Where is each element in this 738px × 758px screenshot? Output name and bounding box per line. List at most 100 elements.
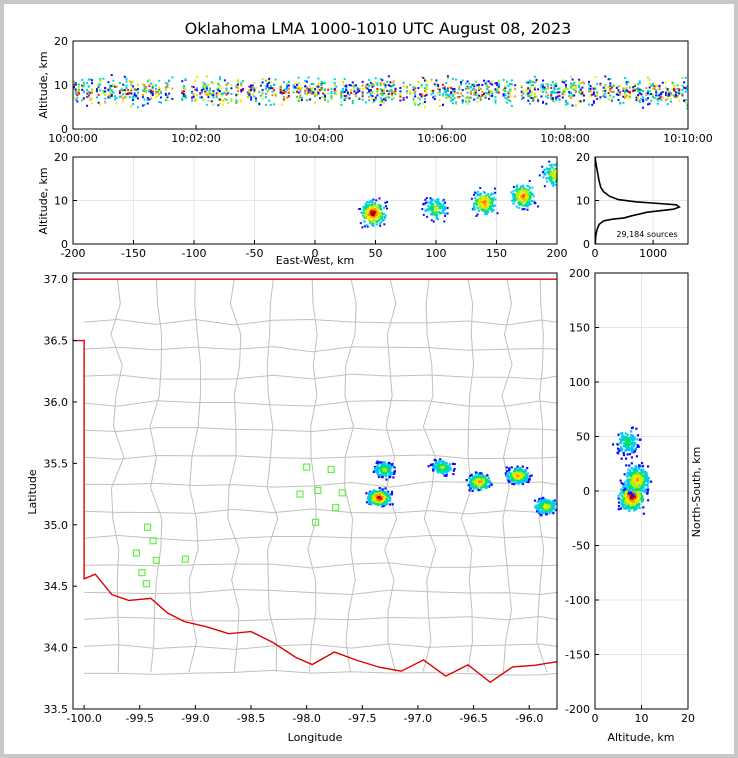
time-height-point [574, 104, 577, 107]
time-height-point [610, 98, 613, 101]
time-height-point [164, 99, 167, 102]
time-height-point [118, 81, 121, 84]
time-height-point [569, 75, 572, 78]
time-height-point [609, 86, 612, 89]
east-west-point [369, 222, 372, 225]
east-west-point [375, 206, 378, 209]
time-height-point [466, 85, 469, 88]
east-west-point [486, 206, 489, 209]
time-height-point [273, 86, 276, 89]
east-west-point [474, 191, 477, 194]
time-height-point [253, 90, 256, 93]
plan-view-point [517, 475, 521, 478]
time-height-point [227, 82, 230, 85]
time-height-point [223, 91, 226, 94]
time-height-point [622, 101, 625, 104]
time-height-point [569, 91, 572, 94]
plan-view-point [485, 480, 488, 483]
north-south-point [630, 434, 633, 437]
time-height-point [317, 82, 320, 85]
east-west-point [538, 174, 541, 177]
north-south-point [633, 470, 636, 473]
time-height-point [125, 84, 128, 87]
time-height-point [505, 80, 508, 83]
north-south-point [617, 497, 620, 500]
plan-view-point [381, 499, 385, 502]
east-west-point [480, 202, 483, 205]
time-height-point [487, 80, 490, 83]
east-west-point [553, 174, 556, 177]
time-height-point [241, 80, 244, 83]
time-height-point [417, 104, 420, 107]
lma-station-marker [296, 490, 304, 498]
time-height-point [494, 88, 497, 91]
plan-view-point [504, 472, 507, 475]
plan-view-point [379, 466, 382, 469]
time-height-point [212, 90, 215, 93]
time-height-point [253, 87, 256, 90]
time-height-point [341, 88, 344, 91]
plan-view-point [435, 462, 438, 465]
plan-view-point [484, 478, 487, 481]
time-height-point [218, 76, 221, 79]
east-west-point [515, 188, 518, 191]
time-height-point [509, 99, 512, 102]
plan-view-point [453, 462, 456, 466]
north-south-point [640, 462, 644, 465]
time-height-point [271, 90, 274, 93]
time-height-point [525, 90, 528, 93]
plan-view-point [478, 480, 481, 483]
east-west-point [476, 203, 479, 206]
time-height-point [345, 87, 348, 90]
east-west-point [480, 197, 483, 200]
time-height-point [497, 82, 500, 85]
time-height-point [438, 99, 441, 102]
north-south-point [636, 496, 639, 499]
north-south-point [624, 494, 627, 498]
time-height-point [425, 88, 428, 91]
time-height-point [671, 93, 674, 96]
time-height-point [555, 91, 558, 94]
east-west-point [551, 177, 554, 180]
east-west-point [378, 215, 381, 218]
time-height-point [633, 84, 636, 87]
time-height-point [307, 76, 310, 79]
plan-view-point [378, 486, 381, 490]
plan-view-point [441, 469, 444, 472]
time-height-point [132, 103, 135, 106]
county-line [536, 279, 548, 673]
east-west-point [551, 181, 554, 184]
east-west-point [496, 212, 499, 215]
time-height-point [130, 89, 133, 92]
time-height-point [91, 89, 94, 92]
time-height-point [182, 90, 185, 93]
plan-view-point [391, 503, 394, 506]
time-height-point [217, 104, 220, 107]
plan-view-point [482, 483, 485, 486]
north-south-point [638, 473, 641, 476]
time-height-point [533, 88, 536, 91]
plan-view-point [534, 506, 537, 509]
time-height-point [107, 94, 110, 97]
time-height-point [425, 79, 428, 82]
time-height-point [225, 83, 228, 86]
time-height-point [305, 93, 308, 96]
east-west-point [549, 178, 552, 181]
plan-view-point [439, 458, 442, 461]
county-line [110, 279, 125, 673]
north-south-point [641, 474, 644, 477]
time-height-point [430, 90, 433, 93]
time-height-point [369, 89, 372, 92]
east-west-point [381, 219, 384, 222]
time-height-point [604, 75, 607, 78]
north-south-point [625, 486, 628, 489]
east-west-point [527, 192, 530, 195]
north-south-point [622, 492, 625, 495]
north-south-point [632, 451, 635, 454]
north-south-point [631, 438, 634, 441]
east-west-point [528, 198, 531, 201]
plan-view-point [471, 489, 474, 493]
time-height-point [461, 89, 464, 92]
plan-view-point [393, 466, 396, 469]
